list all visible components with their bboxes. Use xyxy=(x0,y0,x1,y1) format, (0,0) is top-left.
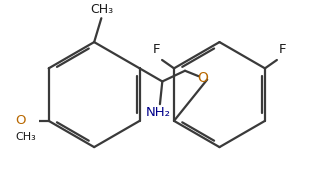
Text: F: F xyxy=(279,43,287,56)
Text: CH₃: CH₃ xyxy=(16,132,36,142)
Text: O: O xyxy=(15,114,26,127)
Text: CH₃: CH₃ xyxy=(90,3,113,16)
Text: F: F xyxy=(152,43,160,56)
Text: O: O xyxy=(197,71,208,85)
Text: NH₂: NH₂ xyxy=(146,106,171,119)
